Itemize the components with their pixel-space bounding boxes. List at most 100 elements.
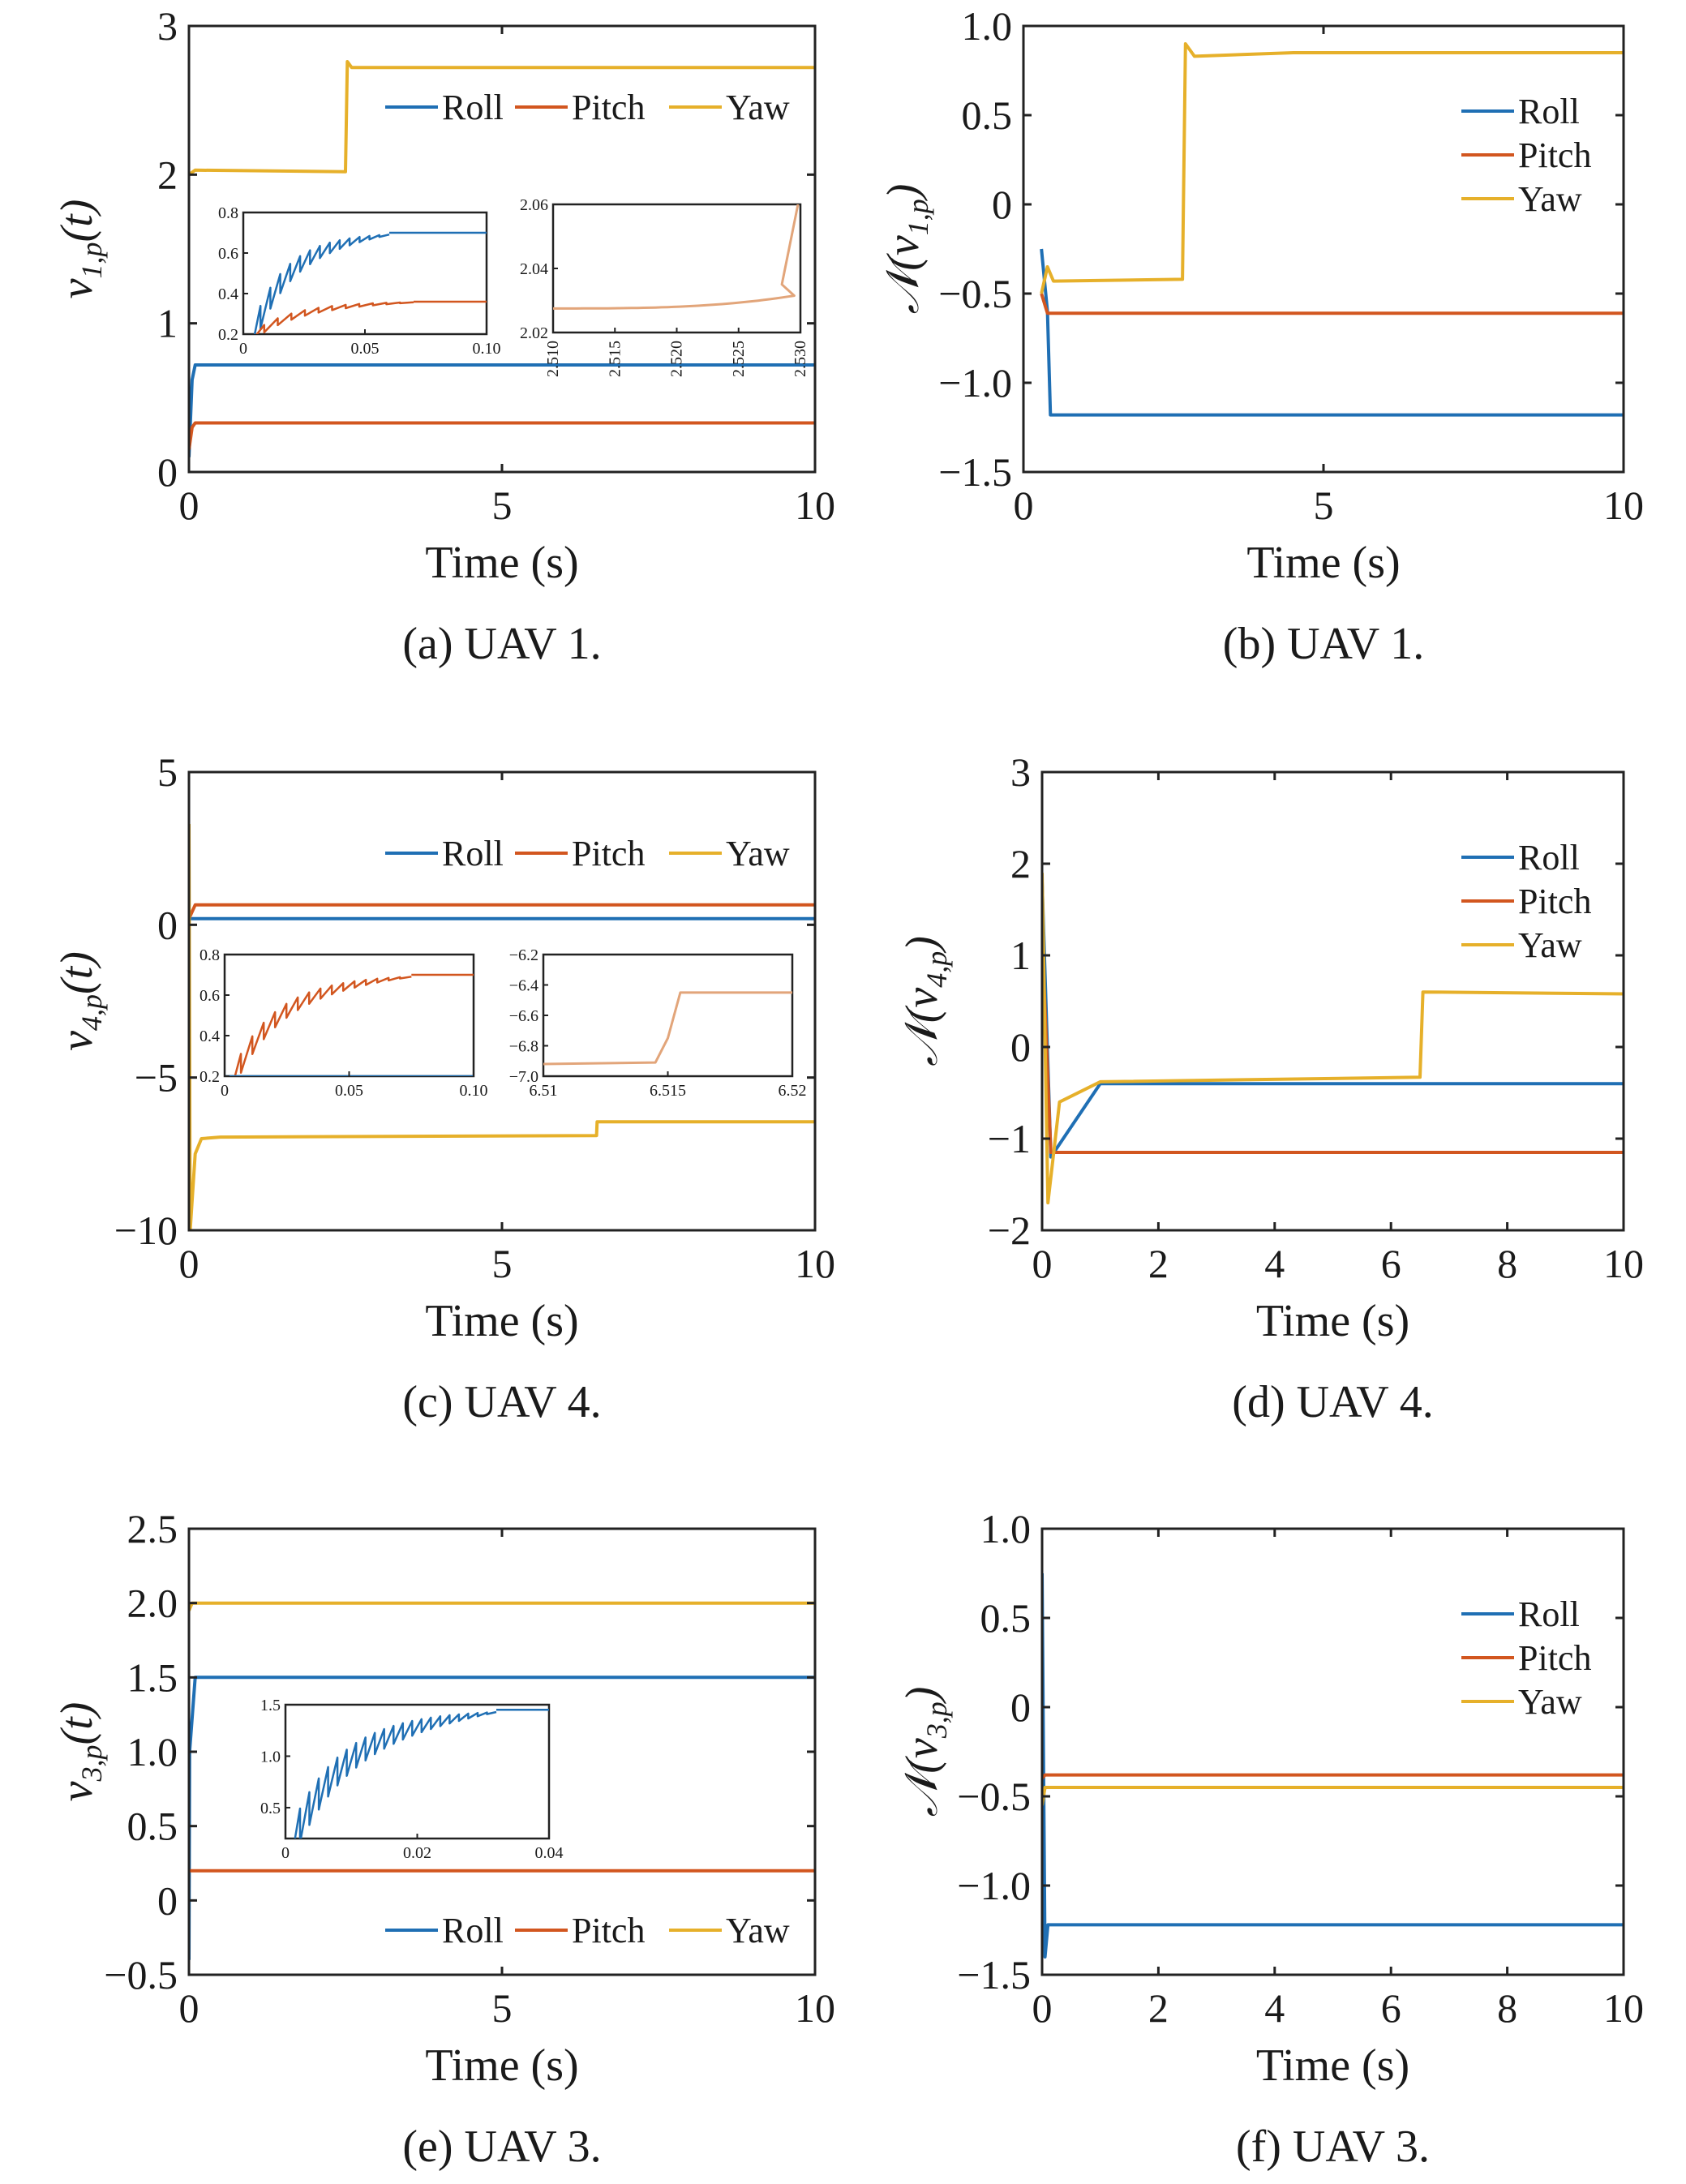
y-axis-label-main: 𝒩(v [897, 988, 947, 1066]
x-axis-label: Time (s) [425, 2040, 578, 2091]
x-tick-label: 4 [1264, 1241, 1285, 1286]
inset-y-tick-label: 0.2 [218, 326, 238, 344]
inset-y-tick-label: −6.4 [509, 977, 538, 995]
inset-y-tick-label: 2.04 [520, 260, 548, 278]
y-axis-label: v3,p(t) [52, 1702, 108, 1802]
y-axis-label: 𝒩(v1,p) [878, 184, 934, 315]
legend-label-pitch: Pitch [572, 1911, 645, 1950]
series-roll-line [1042, 882, 1624, 1159]
y-tick-label: 0.5 [962, 92, 1013, 138]
inset-y-tick-label: 0.8 [199, 946, 220, 964]
y-tick-label: 0 [157, 902, 178, 947]
series-roll-line [189, 363, 815, 457]
y-axis-label-main: 𝒩(v [897, 1738, 947, 1817]
panel-caption: (e) UAV 3. [402, 2122, 601, 2172]
inset-frame [223, 953, 475, 1078]
y-tick-label: 0.5 [127, 1804, 178, 1849]
inset-x-tick-label: 2.525 [730, 341, 748, 377]
inset-yaw-line [543, 991, 792, 1066]
inset-x-tick-label: 0.05 [351, 340, 380, 358]
y-tick-label: 1 [157, 301, 178, 346]
inset-y-tick-label: 1.0 [260, 1748, 281, 1766]
inset-y-tick-label: 0.6 [218, 245, 238, 263]
y-tick-label: −1.0 [938, 360, 1012, 405]
y-tick-label: −2 [988, 1208, 1031, 1253]
y-tick-label: −10 [114, 1208, 178, 1253]
inset-a1: 0.2 0.4 0.6 0.8 0 0.05 0.10 [218, 204, 501, 358]
y-tick-label: 0 [1010, 1684, 1031, 1730]
legend-label-yaw: Yaw [726, 88, 790, 127]
inset-lines [553, 204, 800, 310]
x-axis-label: Time (s) [1256, 1296, 1409, 1346]
inset-y-tick-label: 0.5 [260, 1800, 281, 1817]
legend-label-roll: Roll [1518, 92, 1580, 131]
inset-roll-line [294, 1710, 497, 1839]
y-axis-label-sub: 4,p [920, 951, 953, 988]
x-axis-label: Time (s) [425, 1296, 578, 1346]
inset-lines [225, 973, 474, 1076]
inset-y-tick-label: −6.8 [509, 1038, 538, 1056]
series-lines [189, 60, 815, 457]
legend-label-yaw: Yaw [726, 1911, 790, 1950]
x-axis-label: Time (s) [425, 538, 578, 588]
y-axis-label-sub: 4,p [75, 994, 108, 1031]
x-tick-label: 0 [1032, 1985, 1053, 2031]
legend-label-pitch: Pitch [1518, 882, 1591, 921]
legend-label-pitch: Pitch [572, 88, 645, 127]
x-tick-label: 10 [795, 1985, 835, 2031]
panel-a: 0 5 10 0 1 2 3 Time (s) (a) UAV 1. v1,p(t) Roll Pit… [52, 3, 835, 669]
inset-x-tick-label: 0.10 [473, 340, 501, 358]
x-tick-label: 5 [492, 1985, 513, 2031]
x-tick-label: 5 [492, 483, 513, 528]
inset-y-tick-label: 0.4 [199, 1028, 220, 1045]
legend-label-yaw: Yaw [1518, 1682, 1582, 1722]
x-tick-label: 0 [1032, 1241, 1053, 1286]
y-tick-label: −1.0 [957, 1863, 1031, 1908]
plot-frame [1040, 1527, 1625, 1976]
x-axis-label: Time (s) [1246, 538, 1400, 588]
series-pitch-line [1042, 1773, 1624, 1780]
legend-label-roll: Roll [442, 1911, 504, 1950]
y-tick-label: −0.5 [938, 271, 1012, 316]
series-roll-line [1040, 248, 1624, 417]
inset-x-tick-label: 0 [239, 340, 247, 358]
series-pitch-line [189, 421, 815, 450]
panel-f: 0 2 4 6 8 10 1.0 0.5 0 −0.5 −1.0 −1.5 Time (s) (f) UA… [897, 1506, 1644, 2172]
series-yaw-line [189, 60, 815, 176]
inset-a2: 2.02 2.04 2.06 2.510 2.515 2.520 2.525 2.530 [520, 196, 809, 377]
inset-x-tick-label: 2.520 [668, 341, 686, 377]
y-tick-label: 2.5 [127, 1506, 178, 1551]
series-roll-line [1042, 1573, 1624, 1959]
y-axis-label-suffix: (t) [52, 1702, 102, 1745]
y-axis-label-suffix: ) [897, 936, 947, 954]
x-tick-label: 2 [1148, 1241, 1169, 1286]
x-tick-label: 10 [795, 1241, 835, 1286]
x-tick-label: 10 [795, 483, 835, 528]
inset-x-tick-label: 6.52 [779, 1082, 807, 1100]
y-axis-label-suffix: (t) [52, 951, 102, 994]
y-axis-label-main: 𝒩(v [878, 235, 929, 314]
legend: Roll Pitch Yaw [385, 1911, 790, 1950]
legend-label-yaw: Yaw [726, 834, 790, 873]
y-tick-label: 2.0 [127, 1581, 178, 1626]
series-yaw-line [1042, 873, 1624, 1205]
y-tick-label: 1.0 [962, 3, 1013, 49]
inset-y-tick-label: 1.5 [260, 1697, 281, 1714]
legend-label-yaw: Yaw [1518, 179, 1582, 219]
y-tick-label: 1.0 [980, 1506, 1032, 1551]
inset-x-tick-label: 6.51 [530, 1082, 558, 1100]
y-tick-label: −0.5 [104, 1952, 178, 1997]
x-tick-label: 10 [1603, 483, 1644, 528]
y-tick-label: 1.5 [127, 1654, 178, 1700]
y-axis-label-sub: 1,p [902, 199, 934, 235]
inset-frame [542, 953, 794, 1078]
y-tick-label: 2 [157, 152, 178, 197]
y-axis-label: v1,p(t) [52, 200, 108, 299]
y-tick-label: 1.0 [127, 1729, 178, 1774]
inset-x-tick-label: 0.04 [535, 1844, 564, 1862]
y-tick-label: −0.5 [957, 1774, 1031, 1819]
